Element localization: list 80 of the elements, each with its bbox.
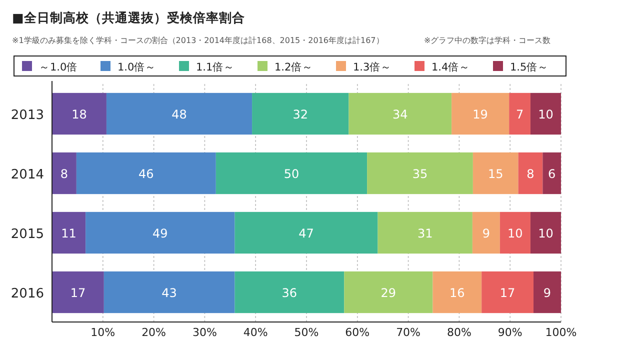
annotation: 32 [292,107,308,122]
annotation: 46 [138,166,154,181]
y-tick-label: 2013 [10,108,44,123]
bar [367,152,473,194]
x-tick-label: 80% [446,326,472,339]
bar [234,271,344,314]
x-tick-label: 100% [545,326,577,339]
bar [530,212,561,254]
annotation: 19 [472,107,488,122]
text: ※グラフ中の数字は学科・コース数 [424,36,551,45]
legend-label: 1.5倍～ [510,60,549,74]
annotation: 34 [392,107,408,122]
x-tick-label: 30% [192,326,217,339]
bar [348,92,452,135]
bar [52,271,104,314]
annotation: 10 [538,107,554,122]
bar [472,212,500,254]
annotation: 29 [380,286,396,300]
bar [500,212,530,254]
bar [252,92,349,135]
annotation: 49 [152,226,168,240]
bar [530,92,561,135]
annotation: 17 [70,286,86,300]
bar [509,92,530,135]
annotation: 16 [450,286,465,300]
bar [216,152,368,194]
annotation: 17 [500,286,516,300]
bar [518,152,543,194]
legend-label: 1.3倍～ [353,60,392,74]
bar [52,212,86,254]
annotation: 10 [508,226,523,240]
bar [482,271,534,314]
annotation: 50 [284,166,300,181]
annotation: 35 [412,166,428,181]
legend-label: 1.0倍～ [118,60,156,74]
bar [452,92,510,135]
annotation: 18 [72,107,87,122]
x-tick-label: 60% [345,326,370,339]
annotation: 8 [60,166,68,181]
x-tick-label: 20% [142,326,166,339]
x-tick-label: 90% [498,326,522,339]
y-tick-label: 2015 [10,226,44,242]
annotation: 7 [516,107,524,122]
annotation: 48 [172,107,187,122]
bar [378,212,472,254]
bar [432,271,482,314]
x-tick-label: 50% [294,326,319,339]
x-tick-label: 70% [396,326,421,339]
y-tick-label: 2016 [10,286,44,302]
bar [472,152,518,194]
legend-label: 1.2倍～ [274,60,314,74]
annotation: 9 [482,226,490,240]
bar [52,152,76,194]
bar [86,212,235,254]
legend-label: 1.1倍～ [196,60,235,74]
bar [104,271,235,314]
text: ※1学級のみ募集を除く学科・コースの割合（2013・2014年度は計168、2015・2016年度は計167） [12,36,384,45]
bar [344,271,433,314]
bar [234,212,378,254]
chart-title: ■全日制高校（共通選抜）受検倍率割合 [12,10,245,25]
bar [534,271,561,314]
annotation: 43 [162,286,177,300]
bar [106,92,252,135]
annotation: 8 [526,166,534,181]
annotation: 10 [538,226,554,240]
x-tick-label: 40% [243,326,268,339]
y-tick-label: 2014 [10,167,44,182]
annotation: 6 [548,166,556,181]
bar [52,92,106,135]
legend-label: 1.4倍～ [432,60,470,74]
bar [542,152,561,194]
bar [76,152,216,194]
annotation: 11 [61,226,76,240]
legend-label: ～1.0倍 [39,60,78,74]
x-tick-label: 10% [90,326,116,339]
annotation: 31 [417,226,433,240]
annotation: 9 [543,286,552,300]
annotation: 15 [488,166,504,181]
annotation: 36 [282,286,298,300]
annotation: 47 [298,226,314,240]
